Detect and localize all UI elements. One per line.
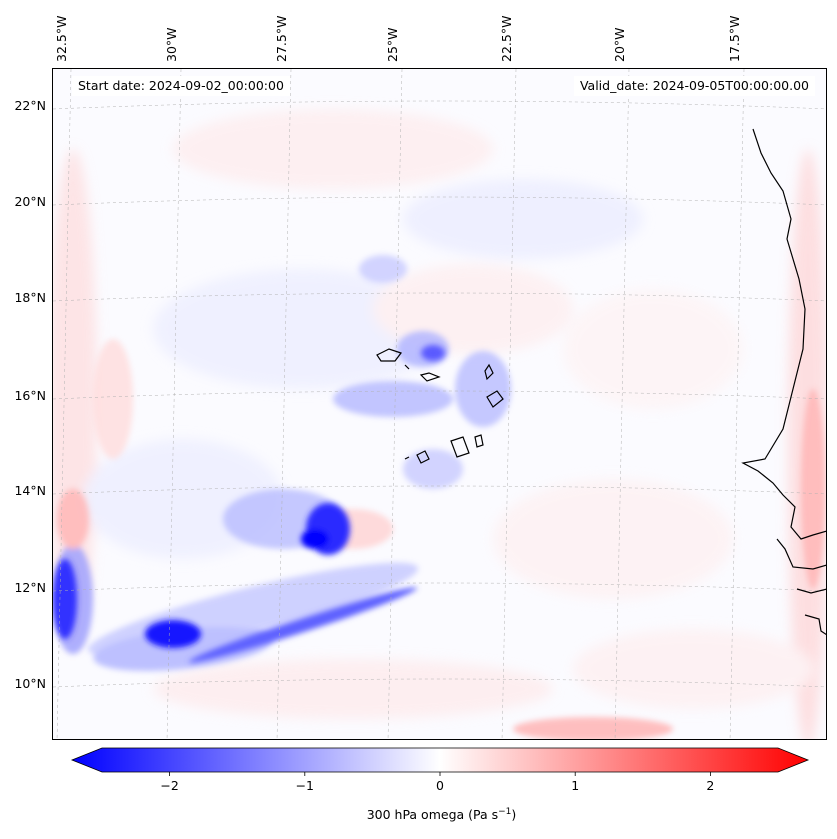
parallel-line <box>53 100 826 110</box>
colorbar-tick-label: −2 <box>160 778 179 793</box>
latitude-label: 12°N <box>14 580 46 595</box>
start-date-label: Start date: 2024-09-02_00:00:00 <box>72 76 290 96</box>
colorbar-tick-label: 2 <box>706 778 715 793</box>
colorbar-tick-label: 1 <box>571 778 580 793</box>
parallel-line <box>53 485 826 495</box>
colorbar-ticks <box>169 772 711 776</box>
longitude-label: 20°W <box>612 27 627 62</box>
colorbar-tick-label: −1 <box>295 778 315 793</box>
colorbar-label: 300 hPa omega (Pa s−1) <box>366 807 517 823</box>
longitude-label: 27.5°W <box>274 15 289 62</box>
longitude-label: 25°W <box>385 27 400 62</box>
meridian-line <box>501 69 517 739</box>
parallel-line <box>53 292 826 302</box>
meridian-line <box>387 69 403 739</box>
meridian-line <box>614 69 630 739</box>
longitude-label: 32.5°W <box>54 15 69 62</box>
parallel-line <box>53 390 826 400</box>
latitude-label: 10°N <box>14 676 46 691</box>
parallel-line <box>53 196 826 206</box>
longitude-label: 17.5°W <box>727 15 742 62</box>
graticule <box>53 69 826 739</box>
coastline <box>376 128 826 636</box>
colorbar <box>70 747 810 776</box>
latitude-label: 14°N <box>14 483 46 498</box>
colorbar-bar <box>70 747 810 773</box>
omega-field-strong <box>53 345 445 663</box>
colorbar-tick-label: 0 <box>436 778 444 793</box>
meridian-line <box>729 69 745 739</box>
valid-date-label: Valid_date: 2024-09-05T00:00:00.00 <box>573 76 815 96</box>
latitude-label: 16°N <box>14 388 46 403</box>
latitude-label: 22°N <box>14 98 46 113</box>
parallel-line <box>53 678 826 688</box>
latitude-label: 18°N <box>14 290 46 305</box>
map-canvas <box>53 69 826 739</box>
latitude-label: 20°N <box>14 194 46 209</box>
meridian-line <box>276 69 292 739</box>
omega-map <box>52 68 827 740</box>
longitude-label: 22.5°W <box>499 15 514 62</box>
longitude-label: 30°W <box>164 27 179 62</box>
parallel-line <box>53 582 826 592</box>
meridian-line <box>166 69 182 739</box>
meridian-line <box>56 69 72 739</box>
